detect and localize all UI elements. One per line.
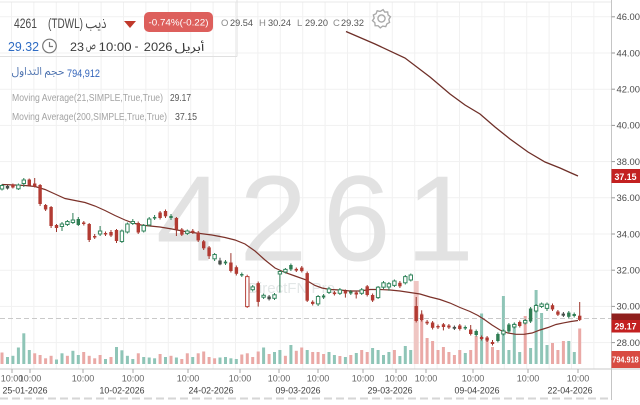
- svg-text:L: L: [297, 18, 302, 29]
- svg-text:10:00: 10:00: [352, 374, 375, 384]
- svg-text:30.00: 30.00: [617, 301, 640, 312]
- svg-text:29.54: 29.54: [230, 18, 253, 29]
- svg-text:29.32: 29.32: [341, 18, 364, 29]
- svg-text:34.00: 34.00: [617, 228, 640, 239]
- svg-text:29.17: 29.17: [170, 92, 191, 104]
- svg-text:29-03-2026: 29-03-2026: [368, 386, 413, 396]
- svg-text:10:00: 10:00: [307, 374, 330, 384]
- svg-text:38.00: 38.00: [617, 156, 640, 167]
- svg-text:10:00: 10:00: [72, 374, 95, 384]
- svg-text:Moving Average(200,SIMPLE,True: Moving Average(200,SIMPLE,True,True): [12, 112, 167, 123]
- svg-text:(TDWL): (TDWL): [48, 15, 83, 31]
- svg-text:4261: 4261: [14, 15, 37, 31]
- svg-text:37.15: 37.15: [175, 111, 197, 123]
- svg-text:10:00: 10:00: [122, 374, 145, 384]
- svg-text:42.00: 42.00: [617, 84, 640, 95]
- svg-text:10:00: 10:00: [385, 374, 408, 384]
- svg-text:25-01-2026: 25-01-2026: [3, 386, 48, 396]
- svg-text:23: 23: [70, 42, 84, 54]
- svg-text:46.00: 46.00: [617, 11, 640, 22]
- svg-text:10:00: 10:00: [415, 374, 438, 384]
- svg-text:10:00: 10:00: [177, 374, 200, 384]
- svg-text:28.00: 28.00: [617, 337, 640, 348]
- svg-text:29.20: 29.20: [305, 18, 328, 29]
- svg-text:10:00: 10:00: [229, 374, 252, 384]
- svg-text:-0.74%(-0.22): -0.74%(-0.22): [149, 18, 209, 28]
- svg-text:10:00: 10:00: [19, 374, 42, 384]
- svg-text:09-03-2026: 09-03-2026: [276, 386, 321, 396]
- svg-text:32.00: 32.00: [617, 265, 640, 276]
- svg-text:40.00: 40.00: [617, 120, 640, 131]
- svg-text:22-04-2026: 22-04-2026: [548, 386, 593, 396]
- svg-text:10:00: 10:00: [99, 42, 132, 54]
- svg-text:24-02-2026: 24-02-2026: [189, 386, 234, 396]
- svg-text:10:00: 10:00: [517, 374, 540, 384]
- svg-text:794.918: 794.918: [612, 355, 639, 365]
- svg-text:4261: 4261: [156, 151, 489, 287]
- svg-text:29.32: 29.32: [8, 40, 39, 54]
- svg-text:H: H: [259, 18, 266, 29]
- svg-text:37.15: 37.15: [615, 172, 638, 183]
- svg-text:794,912: 794,912: [67, 68, 100, 80]
- svg-text:10:00: 10:00: [462, 374, 485, 384]
- svg-text:10-02-2026: 10-02-2026: [100, 386, 145, 396]
- svg-text:2026: 2026: [144, 42, 173, 54]
- svg-text:Moving Average(21,SIMPLE,True,: Moving Average(21,SIMPLE,True,True): [12, 93, 163, 104]
- svg-text:36.00: 36.00: [617, 192, 640, 203]
- svg-text:-: -: [135, 41, 139, 53]
- svg-text:30.24: 30.24: [268, 18, 291, 29]
- svg-text:44.00: 44.00: [617, 47, 640, 58]
- svg-text:10:00: 10:00: [567, 374, 590, 384]
- svg-text:C: C: [333, 18, 340, 29]
- svg-text:O: O: [221, 18, 228, 29]
- svg-text:10:00: 10:00: [268, 374, 291, 384]
- svg-text:29.17: 29.17: [615, 322, 637, 333]
- svg-text:09-04-2026: 09-04-2026: [455, 386, 500, 396]
